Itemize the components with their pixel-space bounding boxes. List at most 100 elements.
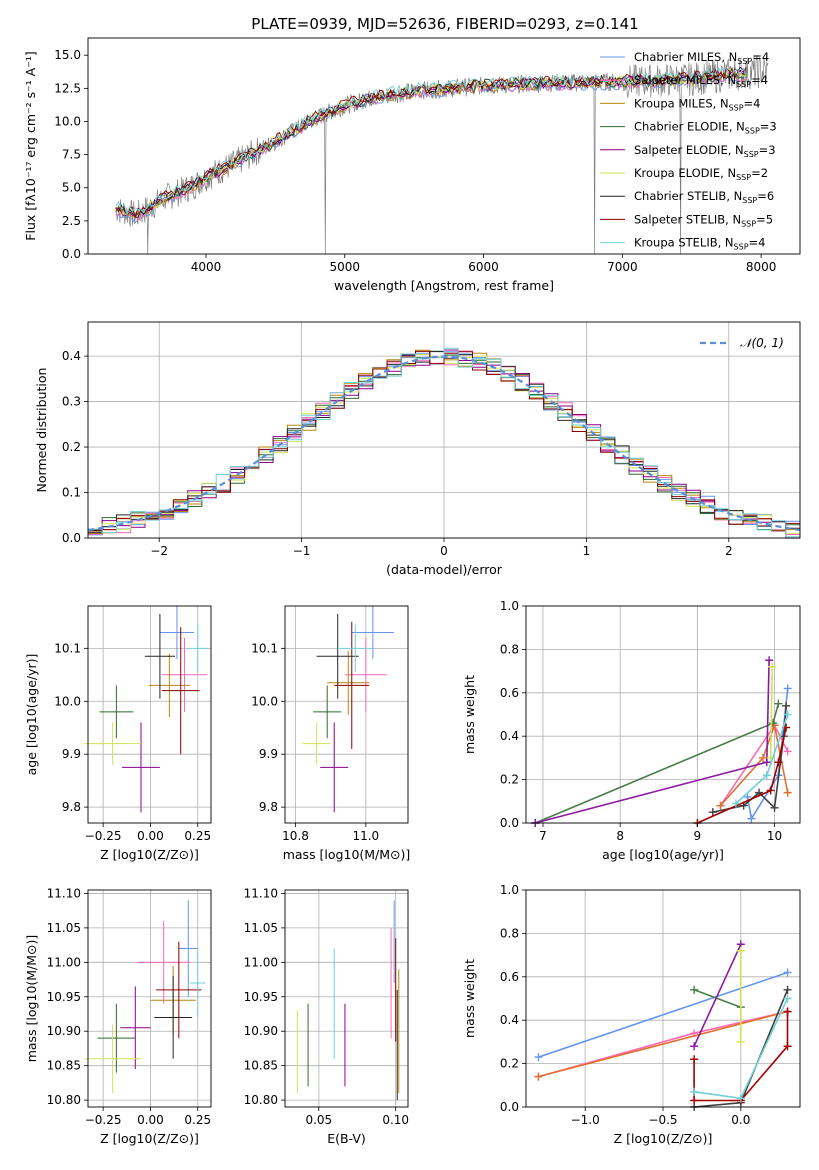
weight-point <box>758 753 767 762</box>
weight-point <box>762 771 771 780</box>
x-tick-label: 11.0 <box>352 829 379 843</box>
y-tick-label: 0.3 <box>62 395 81 409</box>
spectrum-legend: Chabrier MILES, NSSP=4 Salpeter MILES, NS… <box>600 50 777 252</box>
y-tick-label: 10.1 <box>54 641 81 655</box>
weight-point <box>783 747 792 756</box>
spectrum-panel: 4000 5000 6000 7000 8000 0.0 2.5 5.0 7.5 10.0 12.5… <box>23 37 801 293</box>
y-tick-label: 0.0 <box>62 531 81 545</box>
legend-value: =4 <box>751 73 768 87</box>
weight-line-6 <box>769 666 773 758</box>
x-tick-label: 8 <box>616 829 624 843</box>
x-tick-label: 0.10 <box>382 1113 409 1127</box>
y-tick-label: 0.0 <box>500 1100 519 1114</box>
y-tick-label: 10.85 <box>244 1059 278 1073</box>
legend-subscript: SSP <box>736 173 751 182</box>
y-tick-label: 10.0 <box>251 694 278 708</box>
axes-frame <box>87 37 801 255</box>
x-tick-label: −0.25 <box>85 1113 122 1127</box>
weight-line-4 <box>693 989 742 1008</box>
weight-point <box>774 699 783 708</box>
x-tick-label: 4000 <box>191 260 222 274</box>
x-tick-label: −2 <box>150 544 168 558</box>
y-tick-label: 11.10 <box>244 886 278 900</box>
weight-point <box>534 1072 543 1081</box>
spectrum-marks <box>115 54 769 254</box>
model-line-9 <box>115 66 747 217</box>
legend-label: 𝒩(0, 1) <box>740 336 784 350</box>
y-tick-label: 9.8 <box>259 800 278 814</box>
legend-subscript: SSP <box>745 127 760 136</box>
figure-title: PLATE=0939, MJD=52636, FIBERID=0293, z=0… <box>251 15 638 33</box>
weight-point <box>783 788 792 797</box>
weight-point <box>716 801 725 810</box>
legend-value: =3 <box>759 143 776 157</box>
axes-frame <box>525 889 801 1108</box>
x-tick-label: 0.25 <box>184 829 211 843</box>
x-tick-label: 0.25 <box>184 1113 211 1127</box>
weight-point <box>783 1007 792 1016</box>
x-axis-label: wavelength [Angstrom, rest frame] <box>334 278 554 293</box>
x-tick-label: 2 <box>725 544 733 558</box>
y-tick-label: 12.5 <box>54 81 81 95</box>
x-axis-label: (data-model)/error <box>386 562 503 577</box>
y-tick-label: 0.4 <box>500 1013 519 1027</box>
gaussian-curve <box>87 355 801 532</box>
y-tick-label: 0.8 <box>500 642 519 656</box>
y-tick-label: 0.2 <box>500 1057 519 1071</box>
y-tick-label: 0.1 <box>62 486 81 500</box>
weight-point <box>762 758 771 767</box>
weight-line-5 <box>535 660 770 824</box>
weight-point <box>766 786 775 795</box>
legend-subscript: SSP <box>729 103 744 112</box>
y-tick-label: 7.5 <box>62 148 81 162</box>
y-tick-label: 10.85 <box>47 1059 81 1073</box>
weight-point <box>765 656 774 665</box>
weight-point <box>690 1087 699 1096</box>
weight-point <box>783 1042 792 1051</box>
y-tick-label: 15.0 <box>54 48 81 62</box>
x-axis-label: mass [log10(M/M⊙)] <box>283 847 411 862</box>
age_vs_mass-marks <box>302 606 394 813</box>
legend-value: =4 <box>752 50 769 64</box>
weight-point <box>690 1055 699 1064</box>
weight-point <box>731 799 740 808</box>
y-tick-label: 10.95 <box>47 990 81 1004</box>
weight-point <box>747 814 756 823</box>
legend-value: =5 <box>756 212 773 226</box>
x-axis-label: Z [log10(Z/Z⊙)] <box>614 1131 713 1146</box>
axes-frame <box>87 321 801 539</box>
x-tick-label: −0.5 <box>648 1113 677 1127</box>
weight-point <box>783 994 792 1003</box>
y-tick-label: 11.05 <box>244 921 278 935</box>
y-tick-label: 5.0 <box>62 181 81 195</box>
legend-subscript: SSP <box>744 150 759 159</box>
weight-point <box>736 1094 745 1103</box>
x-tick-label: 1 <box>583 544 591 558</box>
weight-point <box>768 719 777 728</box>
x-axis-label: E(B-V) <box>327 1131 366 1146</box>
y-tick-label: 11.00 <box>244 955 278 969</box>
legend-subscript: SSP <box>737 57 752 66</box>
weight-point <box>534 1053 543 1062</box>
mass_vs_Z-panel: −0.25 0.00 0.25 10.80 10.85 10.90 10.95 11.00 11… <box>24 886 212 1146</box>
weight-line-7 <box>712 705 787 813</box>
model-line-3 <box>115 70 747 218</box>
legend-label: Salpeter ELODIE, NSSP=3 <box>634 143 776 159</box>
x-tick-label: −0.25 <box>85 829 122 843</box>
y-tick-label: 0.2 <box>500 773 519 787</box>
y-tick-label: 10.90 <box>244 1024 278 1038</box>
weight-line-5 <box>693 943 742 1047</box>
axes-frame <box>284 605 409 824</box>
legend-label: Kroupa STELIB, NSSP=4 <box>634 236 765 252</box>
x-tick-label: 0.05 <box>305 1113 332 1127</box>
y-tick-label: 0.6 <box>500 970 519 984</box>
x-tick-label: −1 <box>293 544 311 558</box>
x-tick-label: −1.0 <box>571 1113 600 1127</box>
weight-line-1 <box>538 971 788 1058</box>
weight-point <box>736 946 745 955</box>
y-tick-label: 0.2 <box>62 440 81 454</box>
y-tick-label: 9.9 <box>259 747 278 761</box>
x-axis-label: Z [log10(Z/Z⊙)] <box>100 847 199 862</box>
weight_vs_age-marks <box>531 656 792 827</box>
